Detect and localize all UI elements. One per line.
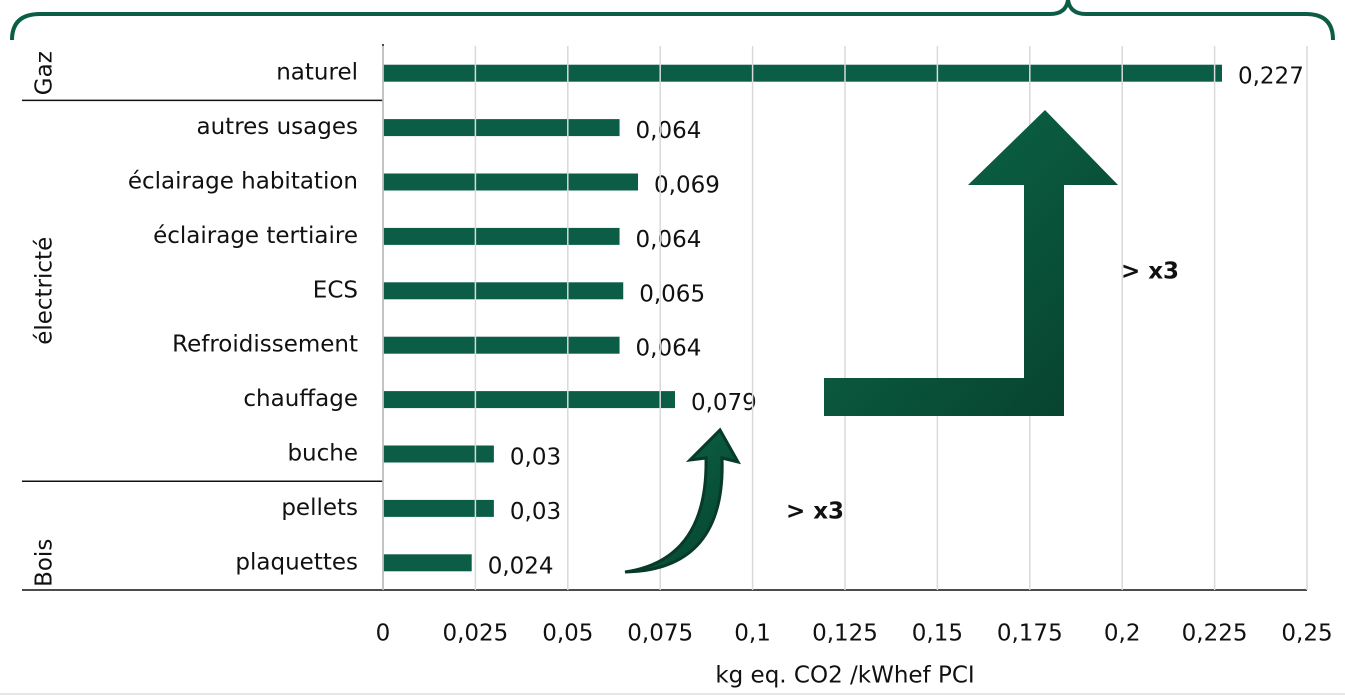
category-label: éclairage habitation (128, 169, 358, 195)
curved-arrow (624, 427, 742, 574)
value-label: 0,064 (636, 336, 702, 362)
bar (383, 391, 675, 409)
bar (383, 554, 472, 572)
annotation: > x3 (786, 499, 844, 525)
value-label: 0,069 (654, 173, 720, 199)
x-tick-label: 0,1 (734, 621, 771, 647)
x-tick-label: 0,075 (627, 621, 693, 647)
x-axis-label: kg eq. CO2 /kWhef PCI (715, 663, 974, 689)
bar (383, 336, 620, 354)
bar (383, 282, 624, 300)
category-label: autres usages (197, 114, 358, 140)
x-tick-label: 0,125 (812, 621, 878, 647)
category-label: plaquettes (235, 549, 358, 575)
group-label: Gaz (32, 51, 58, 95)
x-tick-label: 0,175 (997, 621, 1063, 647)
big-arrow (824, 110, 1118, 416)
category-label: pellets (281, 495, 358, 521)
bar (383, 119, 620, 137)
value-label: 0,227 (1238, 64, 1304, 90)
x-tick-label: 0 (376, 621, 391, 647)
bar (383, 227, 620, 245)
group-label: Bois (32, 539, 58, 587)
value-label: 0,03 (510, 499, 561, 525)
value-label: 0,064 (636, 227, 702, 253)
x-tick-label: 0,2 (1104, 621, 1141, 647)
bar (383, 64, 1222, 82)
x-tick-label: 0,225 (1182, 621, 1248, 647)
x-tick-label: 0,25 (1281, 621, 1332, 647)
value-label: 0,03 (510, 445, 561, 471)
value-label: 0,064 (636, 118, 702, 144)
value-label: 0,065 (639, 281, 705, 307)
x-tick-label: 0,025 (442, 621, 508, 647)
x-tick-label: 0,15 (912, 621, 963, 647)
value-label: 0,079 (691, 390, 757, 416)
value-label: 0,024 (488, 553, 554, 579)
category-label: Refroidissement (172, 332, 358, 358)
bar (383, 445, 494, 463)
annotation: > x3 (1121, 259, 1179, 285)
category-label: éclairage tertiaire (153, 223, 358, 249)
category-label: naturel (276, 60, 358, 86)
bar (383, 173, 639, 191)
x-tick-label: 0,05 (542, 621, 593, 647)
category-label: buche (287, 441, 358, 467)
bar (383, 499, 494, 517)
group-label: électricté (32, 237, 58, 345)
category-label: ECS (313, 277, 358, 303)
category-label: chauffage (243, 386, 358, 412)
brace (10, 0, 1335, 41)
